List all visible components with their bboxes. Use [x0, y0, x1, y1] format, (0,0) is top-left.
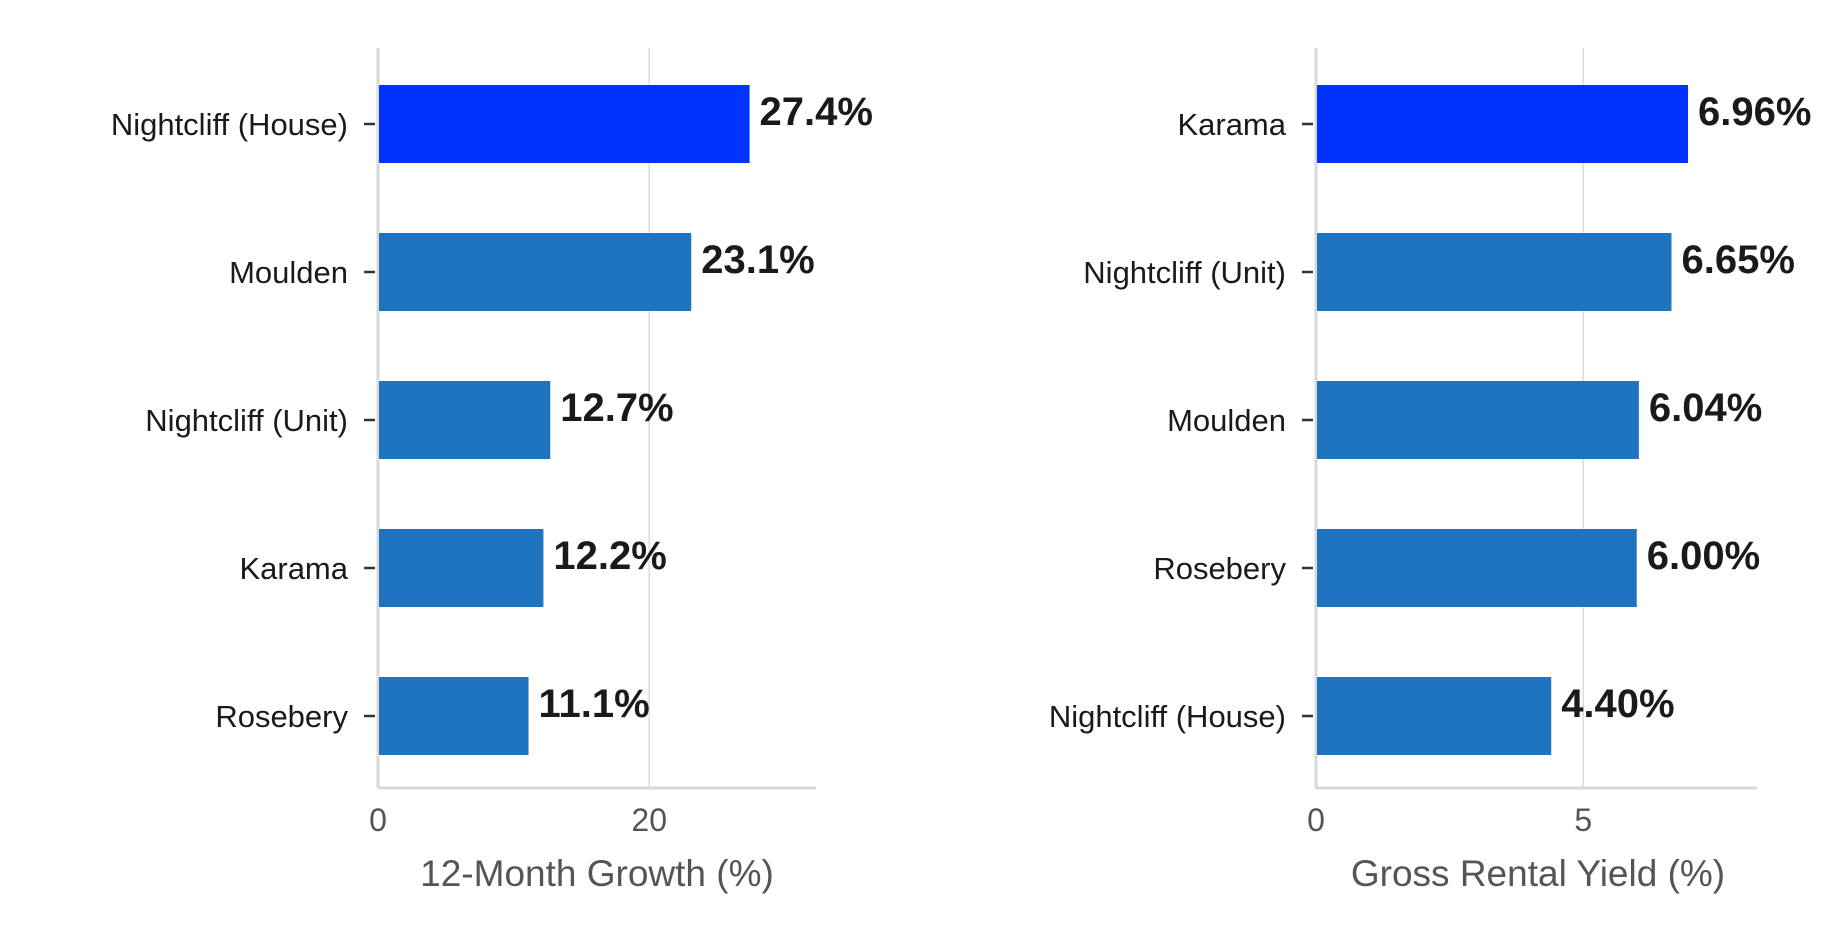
yield-category-label: Moulden — [1167, 403, 1286, 438]
yield-value-label: 6.04% — [1649, 386, 1762, 430]
growth-x-tick-label: 20 — [631, 802, 667, 838]
growth-x-axis-title: 12-Month Growth (%) — [420, 853, 774, 894]
growth-panel: 12-Month Growth (%) Nightcliff (House) 27… — [111, 48, 873, 894]
growth-category-label: Nightcliff (Unit) — [145, 403, 348, 438]
growth-value-label: 11.1% — [539, 682, 650, 726]
growth-bar — [379, 233, 692, 311]
growth-bar — [379, 529, 544, 607]
growth-value-label: 12.2% — [553, 534, 666, 578]
yield-x-axis-title: Gross Rental Yield (%) — [1351, 853, 1725, 894]
yield-category-label: Karama — [1177, 107, 1286, 142]
yield-category-label: Nightcliff (House) — [1049, 699, 1286, 734]
growth-value-label: 12.7% — [560, 386, 673, 430]
yield-bar — [1317, 85, 1689, 163]
growth-x-tick-label: 0 — [369, 802, 387, 838]
yield-x-tick-label: 5 — [1574, 802, 1592, 838]
growth-value-label: 27.4% — [760, 90, 873, 134]
yield-x-tick-label: 0 — [1307, 802, 1325, 838]
growth-bar — [379, 381, 551, 459]
growth-category-label: Moulden — [229, 255, 348, 290]
growth-category-label: Nightcliff (House) — [111, 107, 348, 142]
yield-panel: Gross Rental Yield (%) Karama 6.96% Nightc… — [1049, 48, 1811, 894]
yield-bar — [1317, 529, 1637, 607]
growth-bar — [379, 677, 529, 755]
yield-value-label: 6.00% — [1647, 534, 1760, 578]
yield-category-label: Nightcliff (Unit) — [1083, 255, 1286, 290]
yield-bar — [1317, 233, 1672, 311]
yield-bar — [1317, 381, 1639, 459]
yield-category-label: Rosebery — [1153, 551, 1286, 586]
yield-value-label: 4.40% — [1561, 682, 1674, 726]
growth-bar — [379, 85, 750, 163]
growth-value-label: 23.1% — [701, 238, 814, 282]
yield-value-label: 6.65% — [1681, 238, 1794, 282]
yield-value-label: 6.96% — [1698, 90, 1811, 134]
growth-category-label: Karama — [239, 551, 348, 586]
yield-bar — [1317, 677, 1552, 755]
growth-category-label: Rosebery — [215, 699, 348, 734]
